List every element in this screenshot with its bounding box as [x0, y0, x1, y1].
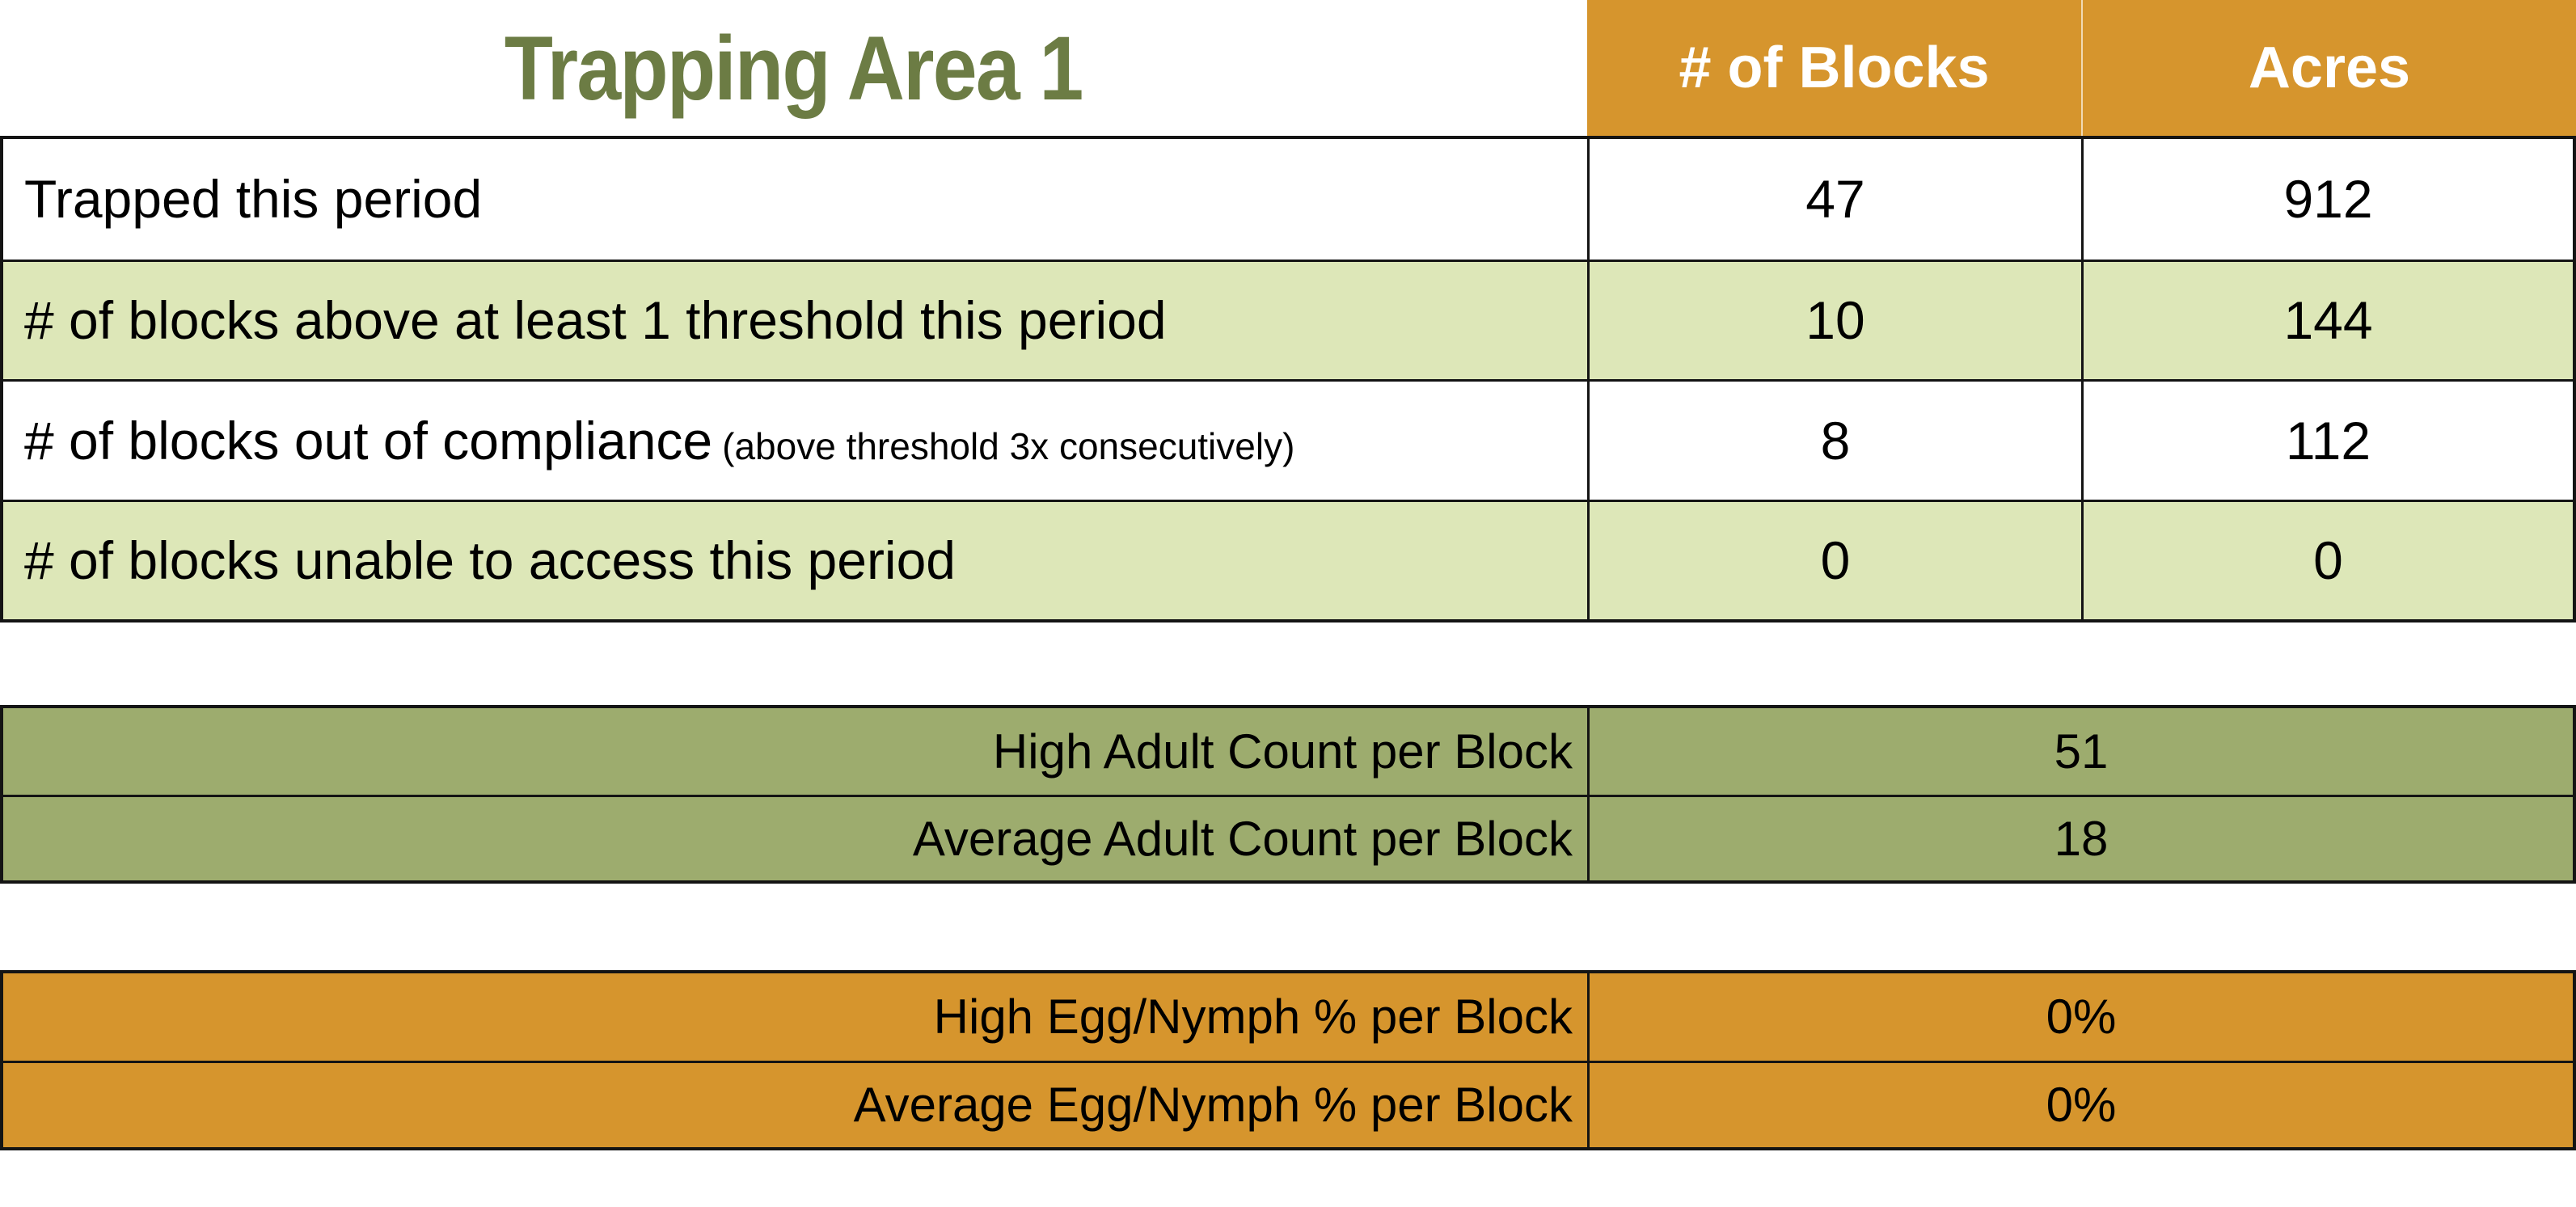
table-row-trapped: Trapped this period 47 912	[3, 139, 2573, 260]
page-title: Trapping Area 1	[505, 17, 1084, 119]
column-header-acres: Acres	[2081, 0, 2576, 136]
row-value: 0%	[1587, 973, 2573, 1061]
table-row-unable-to-access: # of blocks unable to access this period…	[3, 499, 2573, 620]
row-label: Average Adult Count per Block	[912, 811, 1573, 866]
blocks-value: 8	[1587, 382, 2081, 500]
row-label: Trapped this period	[24, 168, 492, 230]
table-row-average-egg-nymph: Average Egg/Nymph % per Block 0%	[3, 1060, 2573, 1147]
column-header-blocks: # of Blocks	[1587, 0, 2081, 136]
table-row-high-adult: High Adult Count per Block 51	[3, 708, 2573, 795]
row-label-cell: # of blocks above at least 1 threshold t…	[3, 262, 1587, 380]
row-label-note: (above threshold 3x consecutively)	[722, 424, 1295, 467]
row-value: 51	[1587, 708, 2573, 795]
row-label: # of blocks out of compliance (above thre…	[24, 410, 1294, 471]
row-label: High Adult Count per Block	[992, 724, 1573, 779]
acres-value: 0	[2081, 501, 2573, 619]
row-label: # of blocks unable to access this period	[24, 530, 965, 591]
header-band: Trapping Area 1 # of Blocks Acres	[0, 0, 2576, 136]
title-cell: Trapping Area 1	[0, 0, 1587, 136]
table-row-out-of-compliance: # of blocks out of compliance (above thre…	[3, 379, 2573, 500]
summary-table: Trapped this period 47 912 # of blocks a…	[0, 136, 2576, 622]
table-row-high-egg-nymph: High Egg/Nymph % per Block 0%	[3, 973, 2573, 1061]
row-label: Average Egg/Nymph % per Block	[853, 1078, 1573, 1133]
acres-value: 144	[2081, 261, 2573, 379]
row-label-text: # of blocks out of compliance	[24, 410, 713, 471]
row-label-text: Trapped this period	[24, 169, 483, 230]
blocks-value: 47	[1587, 139, 2081, 260]
egg-nymph-table: High Egg/Nymph % per Block 0% Average Eg…	[0, 970, 2576, 1150]
blocks-value: 10	[1587, 261, 2081, 379]
row-value: 0%	[1587, 1062, 2573, 1147]
row-label-cell: # of blocks unable to access this period	[3, 502, 1587, 620]
row-label-text: # of blocks unable to access this period	[24, 530, 956, 591]
row-label-cell: Trapped this period	[3, 139, 1587, 260]
row-label: High Egg/Nymph % per Block	[933, 990, 1573, 1045]
row-label: # of blocks above at least 1 threshold t…	[24, 289, 1176, 351]
row-value: 18	[1587, 796, 2573, 880]
blocks-value: 0	[1587, 501, 2081, 619]
row-label-cell: # of blocks out of compliance (above thre…	[3, 382, 1587, 500]
table-row-average-adult: Average Adult Count per Block 18	[3, 794, 2573, 880]
row-label-text: # of blocks above at least 1 threshold t…	[24, 290, 1167, 351]
acres-value: 112	[2081, 382, 2573, 500]
table-row-above-threshold: # of blocks above at least 1 threshold t…	[3, 259, 2573, 380]
adult-count-table: High Adult Count per Block 51 Average Ad…	[0, 705, 2576, 884]
acres-value: 912	[2081, 139, 2573, 260]
